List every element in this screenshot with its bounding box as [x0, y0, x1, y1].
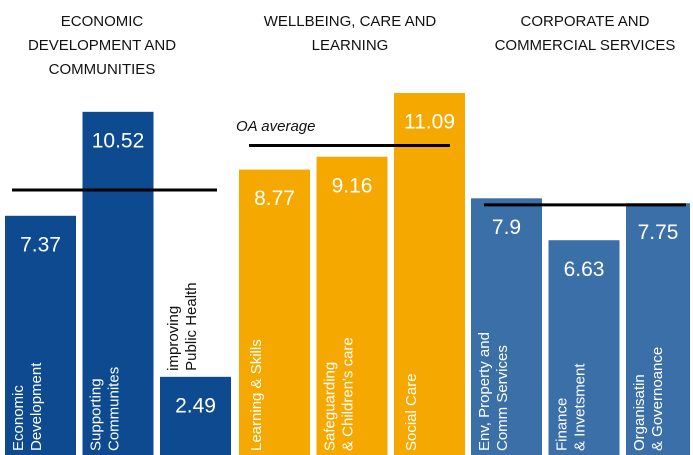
value-label: 7.9: [492, 216, 521, 239]
bar: [548, 240, 620, 455]
category-label: Supporting: [87, 378, 104, 451]
value-label: 6.63: [564, 258, 605, 281]
category-label: Safeguarding: [321, 362, 338, 451]
category-label: Development: [28, 362, 45, 451]
value-label: 8.77: [254, 187, 295, 210]
value-label: 11.09: [404, 111, 455, 134]
category-label: Comm Services: [494, 345, 511, 451]
category-label: Env, Property and: [476, 332, 493, 451]
annotation: OA average: [236, 118, 316, 135]
group-title: WELLBEING, CARE AND: [264, 13, 437, 30]
bar: [394, 93, 465, 455]
category-label: & Children's care: [339, 337, 356, 451]
category-label: Public Health: [183, 282, 200, 370]
category-label: & Governoance: [649, 347, 666, 451]
value-label: 7.37: [20, 233, 61, 256]
category-label: improving: [165, 306, 182, 371]
category-label: Organisatin: [631, 374, 648, 451]
category-label: Learning & Skills: [248, 339, 265, 451]
bar: [316, 156, 388, 455]
value-label: 9.16: [332, 174, 373, 197]
category-label: Economic: [10, 385, 27, 451]
bar: [5, 215, 76, 455]
group-title: LEARNING: [312, 37, 389, 54]
value-label: 7.75: [638, 221, 679, 244]
group-title: COMMUNITIES: [49, 61, 156, 78]
group-title: CORPORATE AND: [521, 13, 650, 30]
group-title: COMMERCIAL SERVICES: [495, 37, 676, 54]
group-title: DEVELOPMENT AND: [28, 37, 176, 54]
bar: [471, 198, 542, 455]
bar: [160, 376, 231, 455]
category-label: Finance: [553, 398, 570, 451]
value-label: 2.49: [175, 394, 216, 417]
group-title: ECONOMIC: [61, 13, 144, 30]
bar: [82, 111, 154, 455]
category-label: Social Care: [403, 373, 420, 451]
value-label: 10.52: [92, 129, 145, 152]
bar: [239, 169, 310, 455]
category-label: & Invetsment: [571, 363, 588, 451]
bar: [626, 203, 690, 455]
category-label: Communites: [105, 367, 122, 451]
